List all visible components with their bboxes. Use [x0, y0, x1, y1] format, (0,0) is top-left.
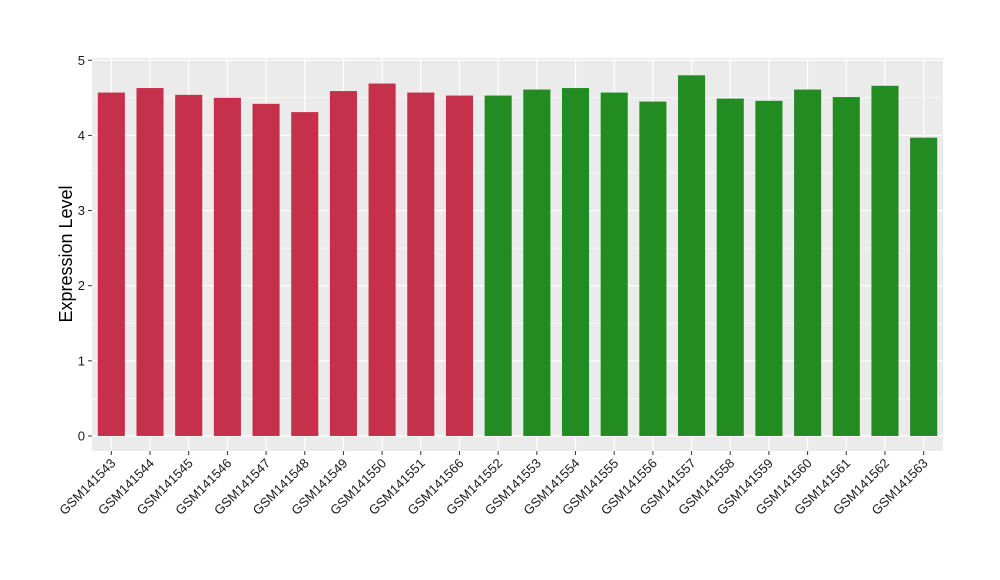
x-axis: GSM141543GSM141544GSM141545GSM141546GSM1… [56, 451, 931, 518]
bars [97, 75, 938, 436]
bar-gsm141552 [484, 95, 512, 436]
bar-gsm141550 [368, 83, 396, 436]
y-tick-label: 1 [78, 353, 85, 368]
bar-gsm141555 [600, 92, 628, 436]
y-axis: 0 1 2 3 4 5 [78, 53, 92, 443]
bar-gsm141553 [523, 89, 551, 436]
bar-gsm141546 [213, 97, 241, 436]
y-tick-label: 3 [78, 203, 85, 218]
bar-gsm141544 [136, 88, 164, 436]
bar-gsm141557 [678, 75, 706, 436]
bar-gsm141543 [97, 92, 125, 436]
bar-gsm141561 [832, 97, 860, 436]
bar-gsm141545 [175, 94, 203, 436]
bar-gsm141549 [329, 91, 357, 436]
y-tick-label: 5 [78, 53, 85, 68]
bar-gsm141566 [445, 95, 474, 436]
y-tick-label: 2 [78, 278, 85, 293]
bar-gsm141558 [716, 98, 744, 436]
bar-gsm141563 [910, 137, 938, 436]
bar-gsm141562 [871, 85, 899, 436]
bar-gsm141560 [794, 89, 822, 436]
bar-gsm141556 [639, 101, 667, 436]
y-axis-title: Expression Level [56, 185, 76, 322]
bar-gsm141548 [291, 112, 319, 436]
y-tick-label: 0 [78, 428, 85, 443]
bar-gsm141547 [252, 103, 280, 436]
y-tick-label: 4 [78, 128, 85, 143]
bar-gsm141559 [755, 100, 783, 436]
bar-gsm141554 [561, 88, 590, 436]
bar-gsm141551 [407, 92, 435, 436]
